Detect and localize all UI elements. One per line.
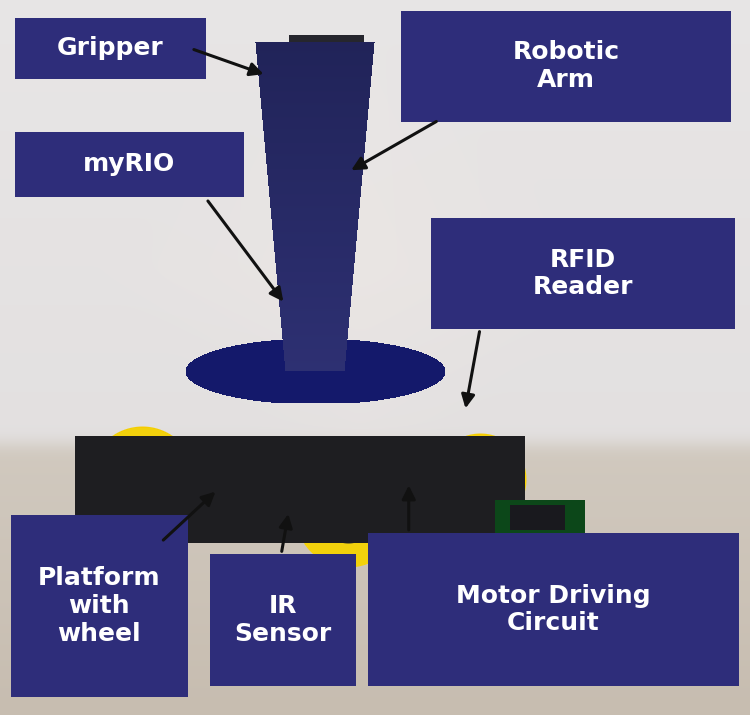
FancyBboxPatch shape (431, 218, 735, 329)
Text: IR
Sensor: IR Sensor (235, 594, 332, 646)
FancyBboxPatch shape (368, 533, 739, 686)
Text: RFID
Reader: RFID Reader (532, 247, 633, 300)
Text: Gripper: Gripper (57, 36, 164, 60)
FancyBboxPatch shape (11, 515, 188, 697)
FancyBboxPatch shape (15, 18, 206, 79)
Text: Motor Driving
Circuit: Motor Driving Circuit (456, 583, 650, 636)
FancyBboxPatch shape (210, 554, 356, 686)
FancyBboxPatch shape (15, 132, 244, 197)
FancyBboxPatch shape (401, 11, 731, 122)
Text: Robotic
Arm: Robotic Arm (513, 40, 619, 92)
Text: myRIO: myRIO (83, 152, 176, 177)
Text: Platform
with
wheel: Platform with wheel (38, 566, 160, 646)
